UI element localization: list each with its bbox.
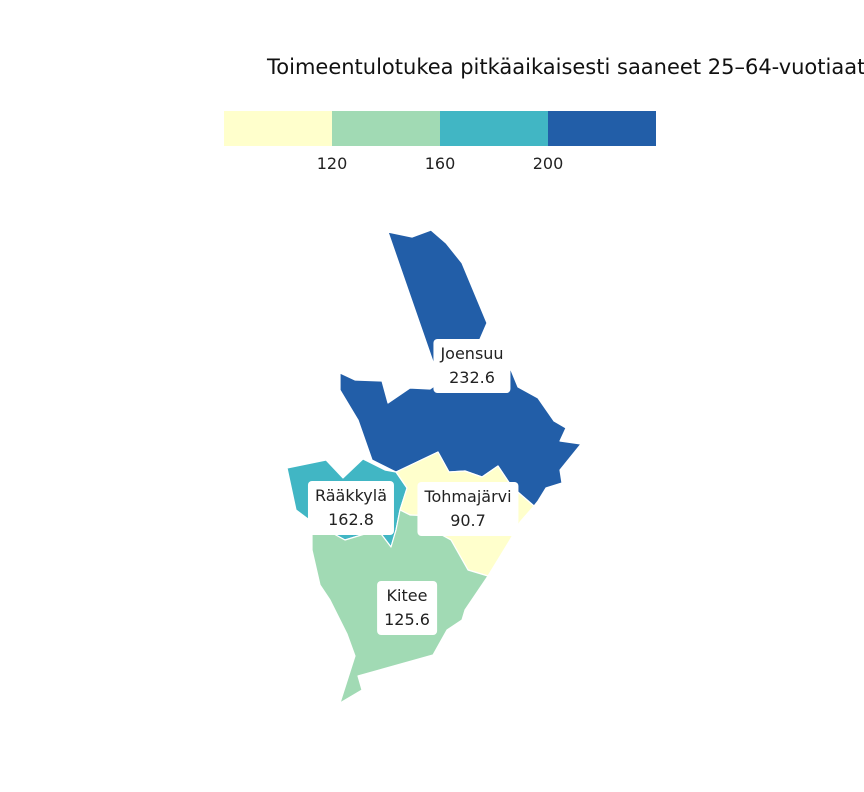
map-title: Toimeentulotukea pitkäaikaisesti saaneet…	[267, 55, 864, 79]
region-value: 125.6	[384, 610, 430, 629]
region-name: Kitee	[386, 586, 428, 605]
region-label-kitee: Kitee 125.6	[377, 581, 437, 635]
legend-tick: 200	[532, 154, 564, 173]
region-label-raakkyla: Rääkkylä 162.8	[307, 481, 395, 535]
region-value: 232.6	[449, 368, 495, 387]
legend-swatch-4	[548, 111, 656, 146]
region-value: 90.7	[450, 511, 486, 530]
legend-swatch-3	[440, 111, 548, 146]
region-name: Tohmajärvi	[424, 487, 512, 506]
legend-swatch-1	[224, 111, 332, 146]
region-name: Joensuu	[440, 344, 504, 363]
region-label-joensuu: Joensuu 232.6	[433, 339, 511, 393]
region-label-tohmajarvi: Tohmajärvi 90.7	[417, 482, 519, 536]
region-value: 162.8	[328, 510, 374, 529]
color-legend: 120 160 200	[224, 111, 656, 181]
legend-tick: 120	[316, 154, 348, 173]
region-name: Rääkkylä	[314, 486, 388, 505]
legend-swatch-2	[332, 111, 440, 146]
legend-tick: 160	[424, 154, 456, 173]
